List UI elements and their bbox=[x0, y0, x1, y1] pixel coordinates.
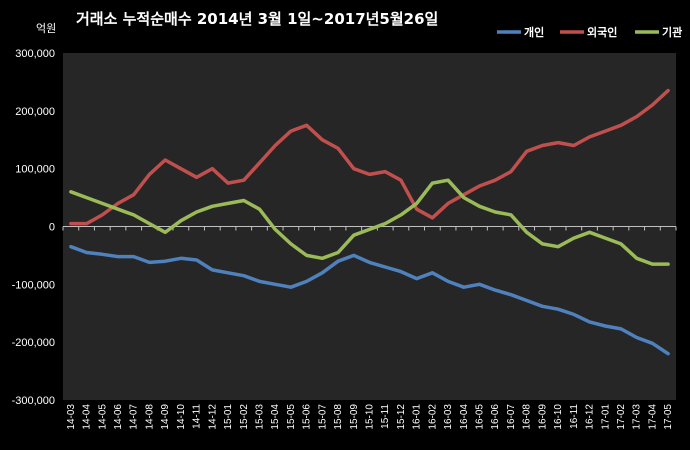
x-tick-label: 15-01 bbox=[223, 404, 234, 430]
x-tick-label: 14-06 bbox=[113, 404, 124, 430]
x-tick-label: 15-06 bbox=[302, 404, 313, 430]
series-lines bbox=[69, 88, 670, 356]
x-tick-label: 14-09 bbox=[160, 404, 171, 430]
x-tick-label: 16-02 bbox=[427, 404, 438, 430]
x-tick-label: 16-03 bbox=[443, 404, 454, 430]
y-tick-label: -100,000 bbox=[12, 279, 55, 291]
x-tick-label: 15-10 bbox=[365, 404, 376, 430]
x-tick-label: 15-05 bbox=[286, 404, 297, 430]
y-tick-label: 100,000 bbox=[15, 164, 55, 176]
legend-entry-label: 개인 bbox=[524, 25, 544, 39]
x-tick-label: 16-09 bbox=[537, 404, 548, 430]
x-tick-label: 16-12 bbox=[585, 404, 596, 430]
x-tick-label: 14-08 bbox=[144, 404, 155, 430]
x-tick-label: 16-05 bbox=[475, 404, 486, 430]
x-tick-label: 15-12 bbox=[396, 404, 407, 430]
x-tick-label: 17-03 bbox=[632, 404, 643, 430]
series-line-2 bbox=[69, 178, 670, 266]
x-tick-label: 16-04 bbox=[459, 404, 470, 430]
y-tick-label: -300,000 bbox=[12, 395, 55, 407]
series-line-1 bbox=[69, 88, 670, 226]
x-tick-label: 14-03 bbox=[66, 404, 77, 430]
x-tick-label: 17-02 bbox=[616, 404, 627, 430]
x-tick-label: 14-07 bbox=[129, 404, 140, 430]
x-tick-label: 15-11 bbox=[380, 404, 391, 429]
series-line-0 bbox=[69, 244, 670, 356]
x-tick-label: 17-04 bbox=[647, 404, 658, 430]
x-tick-label: 15-04 bbox=[270, 404, 281, 430]
legend-entry-label: 외국인 bbox=[587, 25, 617, 39]
x-tick-label: 16-06 bbox=[490, 404, 501, 430]
x-tick-label: 17-05 bbox=[663, 404, 674, 430]
x-tick-label: 15-07 bbox=[317, 404, 328, 430]
x-tick-label: 17-01 bbox=[600, 404, 611, 430]
y-axis-unit-label: 억원 bbox=[36, 22, 56, 35]
y-tick-label: 300,000 bbox=[15, 48, 55, 60]
x-tick-label: 15-09 bbox=[349, 404, 360, 430]
x-tick-label: 15-02 bbox=[239, 404, 250, 430]
x-tick-label: 15-08 bbox=[333, 404, 344, 430]
x-tick-label: 16-07 bbox=[506, 404, 517, 430]
x-tick-label: 14-05 bbox=[97, 404, 108, 430]
x-tick-label: 14-04 bbox=[82, 404, 93, 430]
x-tick-label: 16-01 bbox=[412, 404, 423, 430]
x-tick-label: 14-11 bbox=[192, 404, 203, 429]
y-axis: 300,000 200,000 100,000 0 -100,000 -200,000 -3… bbox=[12, 48, 55, 407]
y-tick-label: -200,000 bbox=[12, 337, 55, 349]
chart-title: 거래소 누적순매수 2014년 3월 1일~2017년5월26일 bbox=[76, 10, 438, 28]
x-axis: 14-03 14-04 14-05 14-06 14-07 14-08 14-09 14-10… bbox=[62, 226, 677, 430]
y-tick-label: 0 bbox=[49, 222, 55, 234]
legend-entry-label: 기관 bbox=[662, 25, 682, 39]
x-tick-label: 16-10 bbox=[553, 404, 564, 430]
x-tick-label: 14-12 bbox=[207, 404, 218, 430]
y-tick-label: 200,000 bbox=[15, 106, 55, 118]
x-tick-label: 14-10 bbox=[176, 404, 187, 430]
x-tick-label: 15-03 bbox=[254, 404, 265, 430]
legend: 개인 외국인 기관 bbox=[497, 25, 682, 39]
x-tick-label: 16-08 bbox=[522, 404, 533, 430]
x-tick-label: 16-11 bbox=[569, 404, 580, 429]
